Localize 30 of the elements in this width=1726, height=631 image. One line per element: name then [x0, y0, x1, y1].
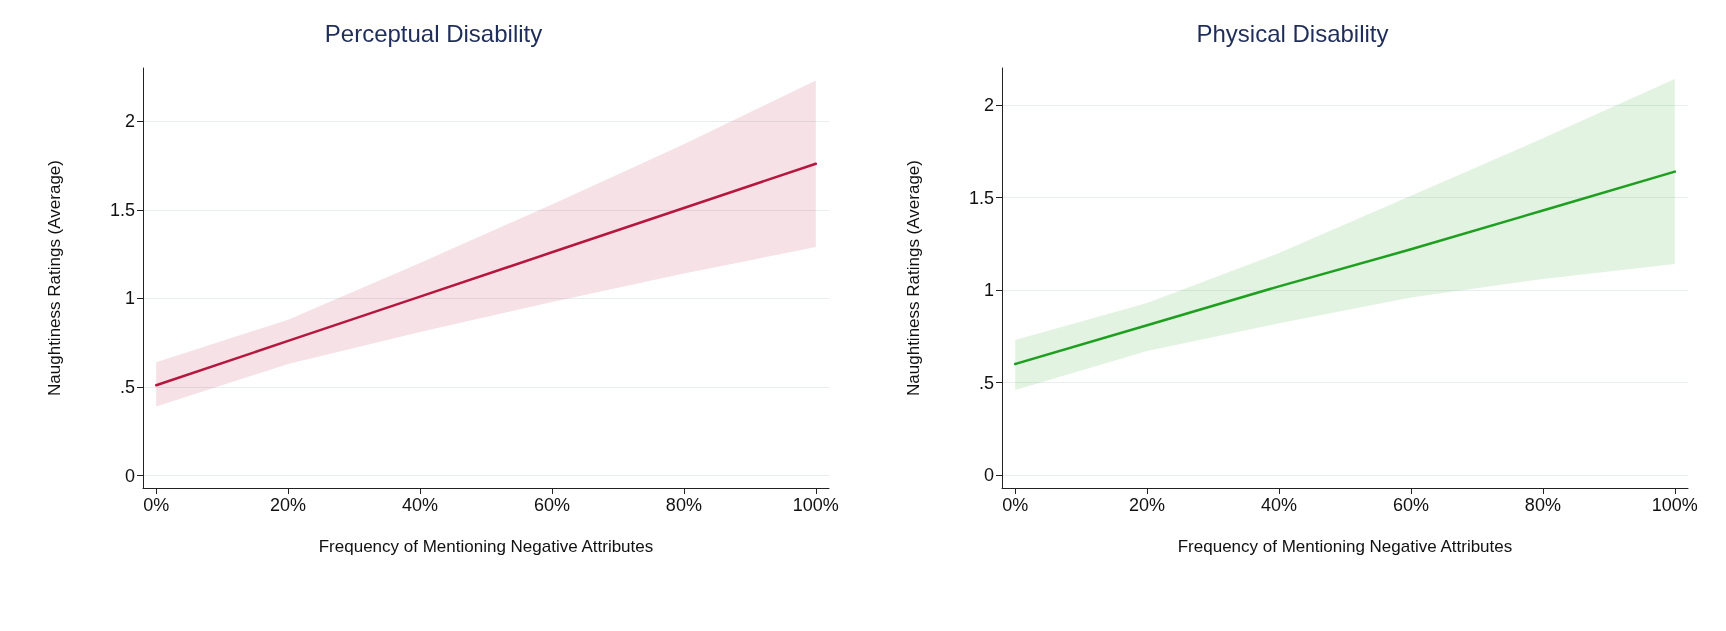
x-tick-label: 100% [792, 495, 839, 515]
chart-title: Physical Disability [1196, 19, 1389, 47]
y-tick-label: .5 [119, 376, 135, 397]
y-tick-label: 0 [983, 465, 994, 486]
x-tick-label: 40% [1261, 495, 1298, 515]
y-tick-label: 1 [124, 288, 135, 309]
y-tick-label: 2 [983, 95, 994, 115]
y-axis-title: Naughtiness Ratings (Average) [904, 160, 923, 396]
y-tick-label: 0 [124, 465, 135, 486]
y-axis-title: Naughtiness Ratings (Average) [45, 160, 64, 396]
line-series [1013, 170, 1677, 366]
x-tick-label: 0% [143, 495, 170, 515]
x-tick-label: 80% [665, 495, 702, 515]
x-tick-label: 100% [1651, 495, 1698, 515]
x-tick-label: 20% [1129, 495, 1166, 515]
x-axis-title: Frequency of Mentioning Negative Attributes [318, 537, 654, 556]
x-tick-label: 60% [1392, 495, 1429, 515]
y-tick-label: 1 [983, 280, 994, 301]
x-tick-label: 40% [402, 495, 439, 515]
chart-title: Perceptual Disability [324, 19, 543, 47]
y-tick-label: 1.5 [109, 199, 135, 220]
x-tick-label: 80% [1524, 495, 1561, 515]
y-tick-label: 2 [124, 111, 135, 132]
x-axis-title: Frequency of Mentioning Negative Attributes [1177, 537, 1513, 556]
x-tick-label: 60% [533, 495, 570, 515]
x-tick-label: 20% [270, 495, 307, 515]
y-tick-label: .5 [978, 372, 994, 393]
x-tick-label: 0% [1002, 495, 1029, 515]
line-series [154, 162, 818, 387]
y-tick-label: 1.5 [968, 187, 994, 208]
